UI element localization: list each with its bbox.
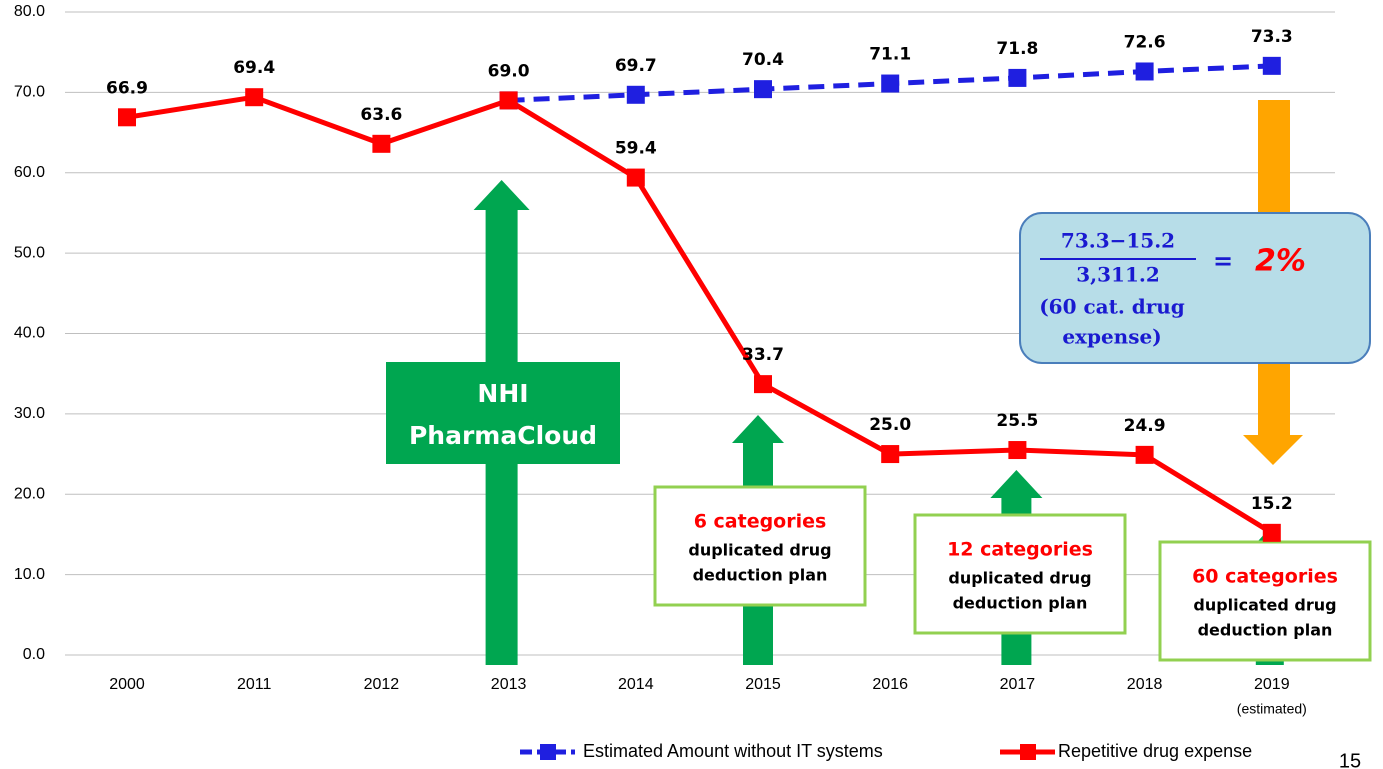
x-tick-label: 2019 [1254,676,1290,693]
plan-line: deduction plan [953,594,1088,613]
x-tick-label: 2012 [364,676,400,693]
marker [118,108,136,127]
marker [1135,62,1154,81]
plan-line: duplicated drug [1193,596,1336,615]
formula-note: expense) [1062,325,1161,349]
y-tick-label: 50.0 [14,244,45,261]
pharmacloud-label: NHI [477,379,528,408]
plan-box [653,485,867,607]
plan-title: 12 categories [947,539,1093,561]
value-label: 69.0 [488,61,530,81]
marker [1008,441,1027,460]
value-label: 72.6 [1124,32,1166,52]
plan-title: 6 categories [694,511,827,533]
x-tick-label: 2015 [745,676,781,693]
value-label: 71.8 [996,39,1038,59]
marker [1008,68,1027,87]
value-label: 25.5 [996,411,1038,431]
y-tick-label: 10.0 [14,566,45,583]
value-label: 66.9 [106,78,148,98]
marker [1135,445,1154,464]
legend-label: Repetitive drug expense [1058,741,1252,761]
y-tick-label: 40.0 [14,325,45,342]
page-number: 15 [1339,750,1361,769]
plan-line: deduction plan [1198,621,1333,640]
legend-marker [1020,744,1036,760]
marker [372,134,391,153]
value-label: 71.1 [869,45,911,65]
pharmacloud-box [386,362,620,464]
marker [1262,523,1281,542]
plan-line: duplicated drug [688,541,831,560]
pharmacloud-label: PharmaCloud [409,421,597,450]
legend-marker [540,744,556,760]
x-tick-label: 2017 [1000,676,1036,693]
marker [499,91,518,110]
plan-line: deduction plan [693,566,828,585]
marker [754,80,772,99]
x-tick-label: 2000 [109,676,145,693]
plan-title: 60 categories [1192,566,1338,588]
marker [881,445,900,464]
value-label: 69.4 [233,58,275,78]
marker [881,74,900,93]
x-tick-label: 2018 [1127,676,1163,693]
formula-box [1019,212,1371,364]
marker [626,85,645,104]
plan-box [1158,540,1372,662]
marker [626,168,645,187]
marker [245,88,264,107]
x-tick-label: 2011 [237,676,272,693]
plan-box [913,513,1127,635]
x-tick-label: 2013 [491,676,527,693]
marker [754,375,772,394]
x-tick-label: 2014 [618,676,654,693]
x-note: (estimated) [1237,701,1307,717]
value-label: 69.7 [615,56,657,76]
value-label: 33.7 [742,345,784,365]
value-label: 15.2 [1251,494,1293,514]
y-tick-label: 0.0 [23,646,45,663]
formula-denominator: 3,311.2 [1076,263,1160,287]
y-tick-label: 70.0 [14,84,45,101]
formula-note: (60 cat. drug [1039,295,1185,319]
formula-equals: = [1213,247,1233,275]
y-tick-label: 80.0 [14,3,45,20]
formula-numerator: 73.3−15.2 [1061,229,1175,253]
y-tick-label: 60.0 [14,164,45,181]
value-label: 24.9 [1124,416,1166,436]
legend-label: Estimated Amount without IT systems [583,741,883,761]
series-line [126,94,1274,535]
y-tick-label: 30.0 [14,405,45,422]
y-tick-label: 20.0 [14,485,45,502]
marker [1262,56,1281,75]
value-label: 25.0 [869,415,911,435]
value-label: 70.4 [742,50,784,70]
value-label: 63.6 [360,105,402,125]
plan-line: duplicated drug [948,569,1091,588]
value-label: 59.4 [615,139,657,159]
x-tick-label: 2016 [872,676,908,693]
formula-result: 2% [1255,244,1306,279]
value-label: 73.3 [1251,27,1293,47]
